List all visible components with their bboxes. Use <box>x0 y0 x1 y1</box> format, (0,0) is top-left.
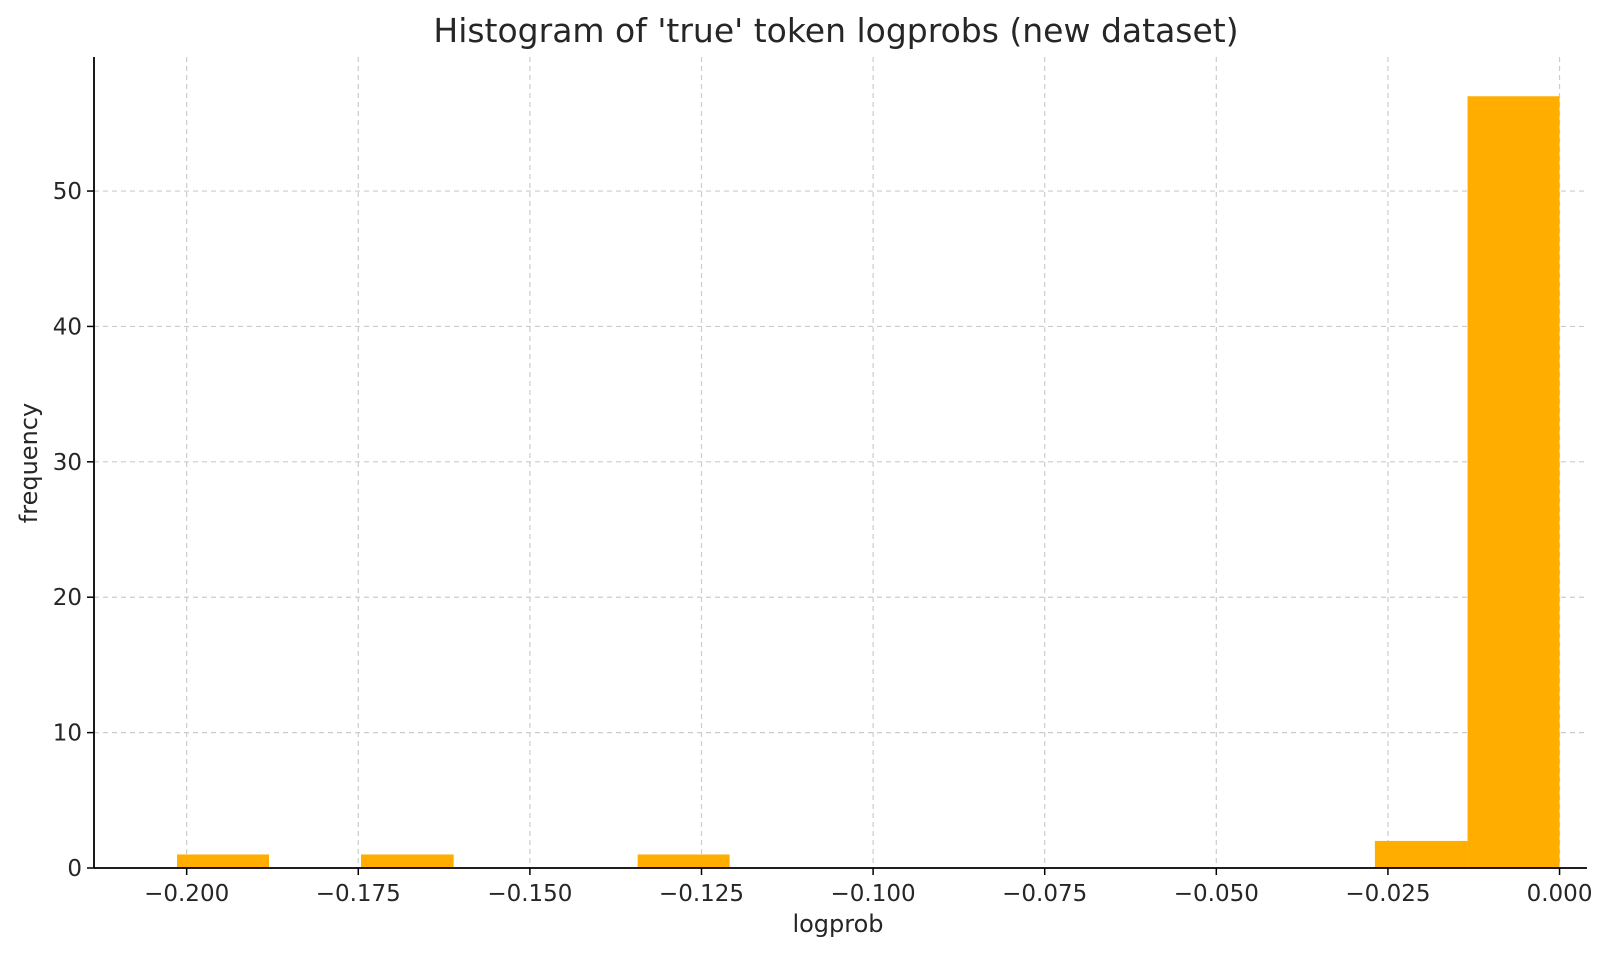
y-tick-label: 0 <box>67 856 82 882</box>
histogram-bar <box>1467 96 1560 868</box>
x-tick-label: −0.175 <box>316 881 401 907</box>
y-tick-label: 40 <box>53 314 82 340</box>
x-tick-label: 0.000 <box>1527 881 1593 907</box>
chart-title: Histogram of 'true' token logprobs (new … <box>433 11 1238 50</box>
histogram-bar <box>637 854 730 868</box>
x-tick-label: −0.150 <box>487 881 572 907</box>
y-tick-label: 30 <box>53 450 82 476</box>
grid-layer <box>94 57 1587 869</box>
tick-layer: −0.200 −0.175 −0.150 −0.125 −0.100 −0.075 −0.0… <box>53 179 1593 907</box>
y-axis-label: frequency <box>15 403 43 523</box>
y-tick-label: 50 <box>53 179 82 205</box>
bar-layer <box>177 96 1560 868</box>
histogram-bar <box>361 854 454 868</box>
x-tick-label: −0.025 <box>1345 881 1430 907</box>
y-tick-label: 10 <box>53 721 82 747</box>
histogram-bar <box>177 854 270 868</box>
x-tick-label: −0.200 <box>144 881 229 907</box>
axis-layer <box>93 57 1587 869</box>
x-tick-label: −0.125 <box>659 881 744 907</box>
x-tick-label: −0.075 <box>1002 881 1087 907</box>
x-tick-label: −0.050 <box>1174 881 1259 907</box>
x-tick-label: −0.100 <box>831 881 916 907</box>
x-axis-label: logprob <box>792 910 883 938</box>
y-tick-label: 20 <box>53 585 82 611</box>
histogram-bar <box>1374 840 1468 868</box>
